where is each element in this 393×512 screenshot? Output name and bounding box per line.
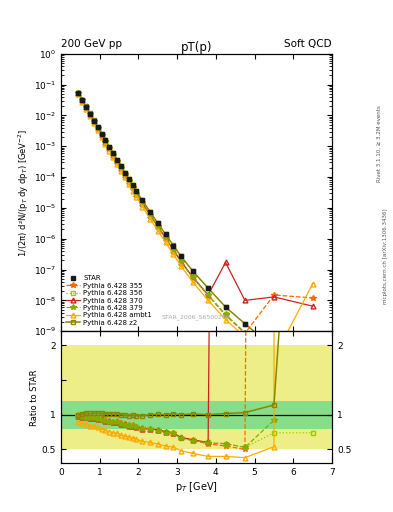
Text: STAR_2006_S6500200: STAR_2006_S6500200 (162, 314, 231, 320)
Text: Rivet 3.1.10, ≥ 3.2M events: Rivet 3.1.10, ≥ 3.2M events (377, 105, 382, 182)
Bar (61, 345, 332, 450)
Text: 200 GeV pp: 200 GeV pp (61, 38, 122, 49)
Text: Soft QCD: Soft QCD (285, 38, 332, 49)
Y-axis label: 1/(2π) d²N/(p$_T$ dy dp$_T$) [GeV$^{-2}$]: 1/(2π) d²N/(p$_T$ dy dp$_T$) [GeV$^{-2}$… (17, 129, 31, 257)
X-axis label: p$_T$ [GeV]: p$_T$ [GeV] (175, 480, 218, 494)
Y-axis label: Ratio to STAR: Ratio to STAR (30, 369, 39, 425)
Legend: STAR, Pythia 6.428 355, Pythia 6.428 356, Pythia 6.428 370, Pythia 6.428 379, Py: STAR, Pythia 6.428 355, Pythia 6.428 356… (64, 273, 154, 328)
Text: mcplots.cern.ch [arXiv:1306.3436]: mcplots.cern.ch [arXiv:1306.3436] (384, 208, 388, 304)
Bar (61, 401, 332, 429)
Title: pT(p): pT(p) (181, 41, 212, 54)
